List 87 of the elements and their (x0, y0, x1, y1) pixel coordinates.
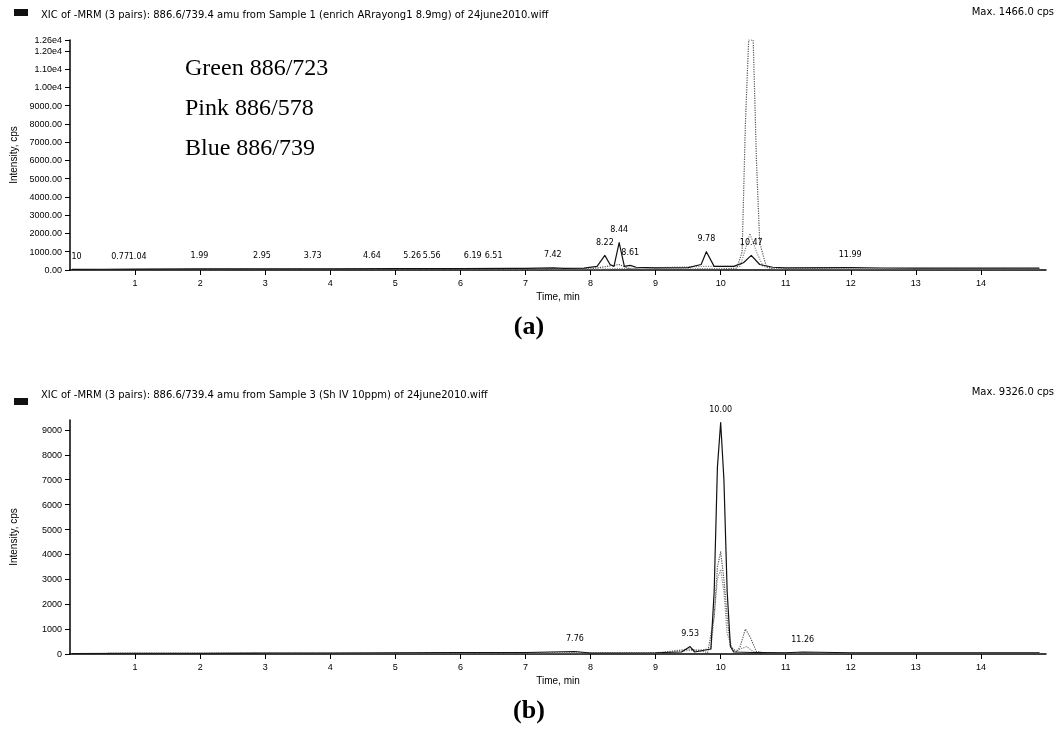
x-tick-label: 14 (975, 277, 986, 288)
x-tick-label: 4 (327, 661, 333, 672)
y-tick-label: 2000 (41, 599, 62, 610)
y-tick-label: 3000 (41, 574, 62, 585)
x-tick-label: 6 (457, 277, 463, 288)
y-tick-label: 0 (56, 649, 62, 659)
y-tick-label: 7000.00 (29, 137, 62, 148)
x-tick-label: 11 (781, 277, 791, 288)
annotation: 8.44 (610, 225, 629, 235)
y-tick-label: 8000 (41, 449, 62, 460)
y-tick-label: 1000.00 (29, 246, 62, 257)
annotation: 9.53 (681, 629, 699, 639)
y-tick-label: 9000 (41, 424, 62, 435)
annotation: 6.19 (463, 251, 482, 261)
y-tick-label: 3000.00 (29, 210, 62, 221)
y-tick-label: 7000 (41, 474, 62, 485)
text: Max. 9326.0 cps (971, 385, 1055, 397)
y-tick-label: 6000 (41, 499, 62, 510)
annotation: 8.22 (595, 237, 614, 247)
x-tick-label: 6 (457, 661, 463, 672)
y-tick-label: 1.00e4 (34, 82, 62, 93)
annotation: 0.77 (111, 251, 130, 261)
x-tick-label: 8 (588, 277, 594, 288)
annotation: Green 886/723 (185, 54, 329, 80)
x-axis-title: Time, min (536, 291, 580, 303)
y-tick-label: 9000.00 (29, 100, 62, 111)
x-tick-label: 4 (327, 277, 333, 288)
x-tick-label: 2 (197, 661, 203, 672)
x-tick-label: 2 (197, 277, 203, 288)
x-tick-label: 13 (910, 277, 921, 288)
annotation: 10.47 (739, 237, 763, 247)
annotation: 11.99 (838, 250, 862, 260)
x-tick-label: 1 (132, 661, 138, 672)
x-tick-label: 10 (715, 661, 726, 672)
annotation: 7.76 (566, 634, 584, 644)
annotation: 1.04 (128, 251, 147, 261)
y-tick-label: 4000 (41, 549, 62, 560)
x-tick-label: 7 (522, 277, 528, 288)
y-tick-label: 2000.00 (29, 228, 62, 239)
x-tick-label: 9 (653, 661, 659, 672)
annotation: 1.99 (190, 251, 209, 261)
annotation: 2.95 (253, 251, 271, 261)
x-tick-label: 11 (781, 661, 791, 672)
chart-title: XIC of -MRM (3 pairs): 886.6/739.4 amu from Sample 1 (enrich ARrayong1 8.9mg) of 24june2010.wiff (41, 8, 550, 20)
y-axis-title: Intensity, cps (7, 508, 19, 566)
x-tick-label: 9 (653, 277, 659, 288)
x-tick-label: 10 (715, 277, 726, 288)
annotation: 8.61 (621, 247, 640, 257)
annotation: 7.42 (543, 250, 562, 260)
text: (a) (513, 310, 545, 340)
chart-title: XIC of -MRM (3 pairs): 886.6/739.4 amu from Sample 3 (Sh IV 10ppm) of 24june2010.wiff (41, 388, 489, 400)
annotation: 6.51 (484, 251, 503, 261)
y-tick-label: 0.00 (44, 265, 62, 275)
annotation: Pink 886/578 (185, 94, 314, 120)
annotation: 5.56 (422, 251, 441, 261)
annotation: 10 (71, 251, 82, 261)
x-tick-label: 12 (845, 277, 856, 288)
y-tick-label: 1.20e4 (34, 45, 62, 56)
y-axis-title: Intensity, cps (7, 126, 19, 184)
annotation: Blue 886/739 (185, 134, 315, 160)
y-tick-label: 5000.00 (29, 173, 62, 184)
y-tick-label: 5000 (41, 524, 62, 535)
y-tick-label: 6000.00 (29, 155, 62, 166)
annotation: 9.78 (697, 234, 716, 244)
y-tick-label: 1.10e4 (34, 64, 62, 75)
x-tick-label: 3 (262, 661, 268, 672)
x-tick-label: 8 (588, 661, 594, 672)
x-tick-label: 1 (132, 277, 138, 288)
x-tick-label: 14 (975, 661, 986, 672)
x-tick-label: 7 (522, 661, 528, 672)
text: Max. 1466.0 cps (971, 5, 1055, 17)
annotation: 3.73 (303, 251, 322, 261)
y-tick-label: 8000.00 (29, 118, 62, 129)
x-tick-label: 3 (262, 277, 268, 288)
y-tick-label: 1000 (41, 624, 62, 635)
annotation: 10.00 (709, 404, 733, 414)
x-tick-label: 5 (392, 277, 398, 288)
y-tick-label: 1.26e4 (34, 35, 62, 45)
x-tick-label: 12 (845, 661, 856, 672)
annotation: 4.64 (363, 251, 381, 261)
text: (b) (513, 694, 545, 724)
x-axis-title: Time, min (536, 675, 580, 687)
x-tick-label: 13 (910, 661, 921, 672)
annotation: 5.26 (403, 251, 422, 261)
y-tick-label: 4000.00 (29, 191, 62, 202)
x-tick-label: 5 (392, 661, 398, 672)
annotation: 11.26 (791, 634, 815, 644)
